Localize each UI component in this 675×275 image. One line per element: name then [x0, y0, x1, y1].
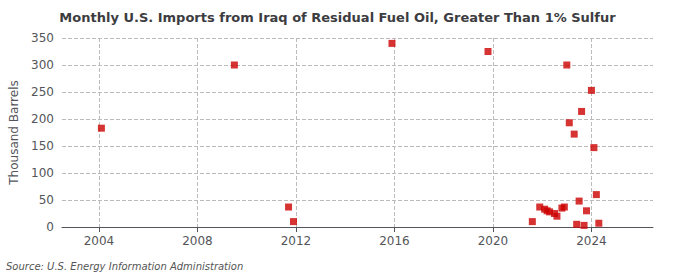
svg-text:2016: 2016 [379, 234, 410, 248]
svg-text:Thousand Barrels: Thousand Barrels [7, 80, 21, 185]
svg-text:50: 50 [39, 193, 54, 207]
svg-text:2004: 2004 [84, 234, 115, 248]
svg-text:100: 100 [31, 166, 54, 180]
svg-text:150: 150 [31, 139, 54, 153]
svg-text:Source: U.S. Energy Informatio: Source: U.S. Energy Information Administ… [6, 261, 243, 272]
svg-text:2012: 2012 [281, 234, 312, 248]
svg-text:2024: 2024 [576, 234, 607, 248]
svg-text:250: 250 [31, 85, 54, 99]
svg-text:Monthly U.S. Imports from Iraq: Monthly U.S. Imports from Iraq of Residu… [59, 10, 616, 25]
svg-text:300: 300 [31, 58, 54, 72]
svg-text:2020: 2020 [478, 234, 509, 248]
svg-text:200: 200 [31, 112, 54, 126]
svg-text:0: 0 [46, 220, 54, 234]
svg-text:2008: 2008 [182, 234, 213, 248]
svg-text:350: 350 [31, 31, 54, 45]
